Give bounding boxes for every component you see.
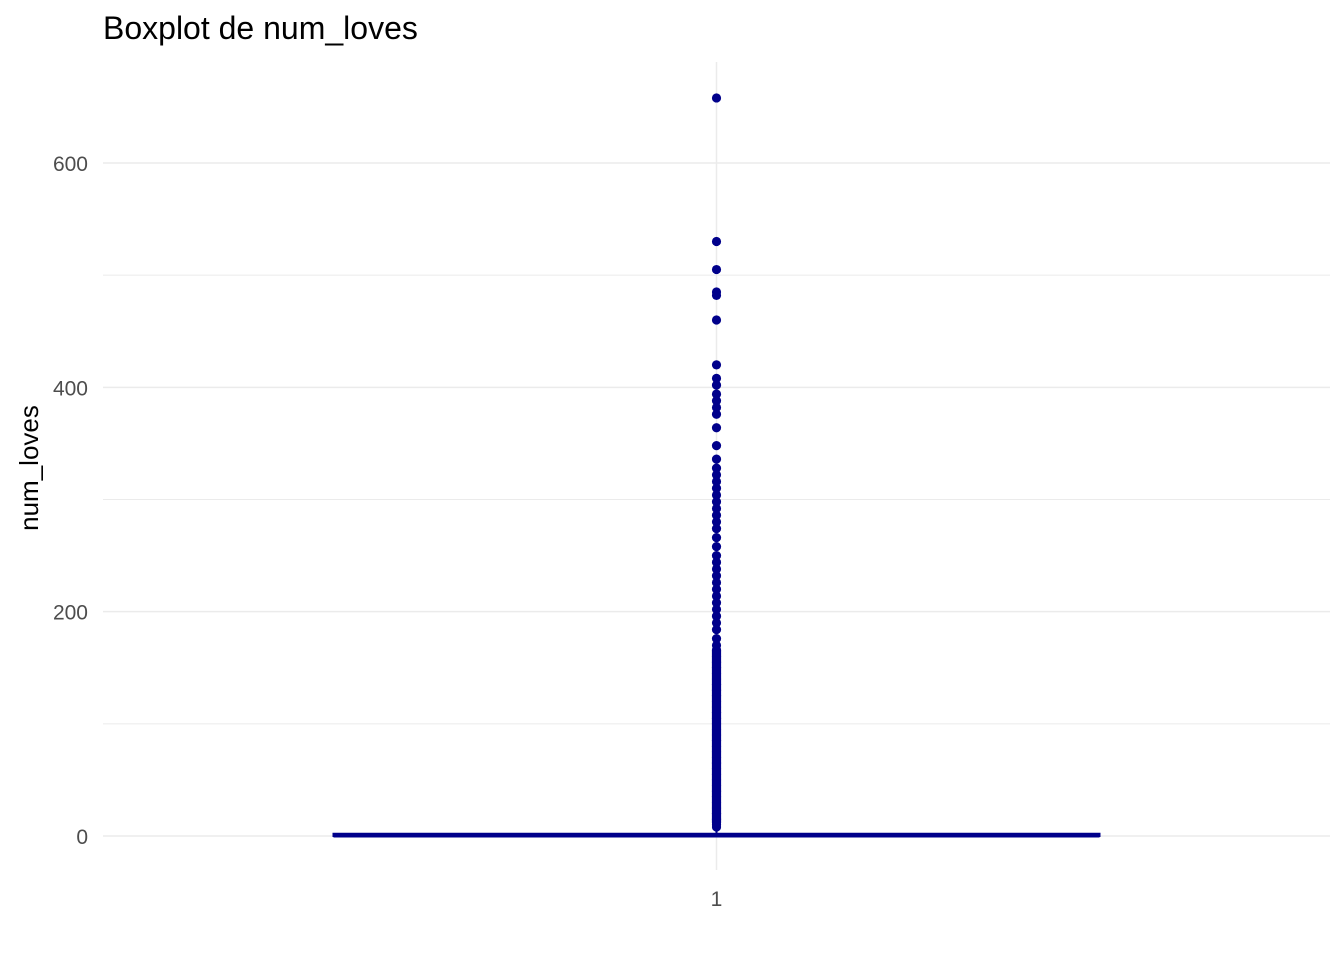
- outlier-point: [711, 584, 722, 594]
- outlier-point: [711, 557, 722, 567]
- outlier-dense-band: [711, 645, 722, 828]
- outlier-point: [711, 264, 722, 275]
- outlier-point: [711, 236, 722, 247]
- y-tick-label: 0: [76, 826, 88, 849]
- outlier-point: [711, 591, 722, 601]
- y-axis-label: num_loves: [14, 405, 44, 531]
- outlier-point: [711, 550, 722, 561]
- outlier-point: [711, 625, 722, 635]
- outlier-point: [711, 618, 722, 628]
- tick-layer: 0 200 400 600 1: [53, 153, 722, 911]
- y-tick-label: 600: [53, 153, 88, 176]
- outlier-point: [711, 402, 722, 413]
- outlier-point: [711, 315, 722, 325]
- outlier-point: [711, 533, 722, 543]
- outlier-point: [711, 497, 722, 507]
- outlier-point: [711, 396, 722, 406]
- outlier-point: [711, 571, 722, 581]
- outlier-point: [711, 476, 722, 487]
- y-tick-label: 200: [53, 602, 88, 625]
- outlier-point: [711, 633, 722, 644]
- outlier-point: [711, 290, 722, 300]
- outlier-point: [711, 611, 722, 621]
- outlier-point: [711, 423, 722, 433]
- outlier-point: [711, 470, 722, 480]
- outlier-point: [711, 598, 722, 608]
- outlier-point: [711, 93, 722, 103]
- outlier-point: [711, 577, 722, 588]
- outlier-point: [711, 463, 722, 473]
- outlier-point: [711, 483, 722, 493]
- chart-title: Boxplot de num_loves: [103, 10, 418, 46]
- outlier-point: [711, 490, 722, 500]
- box-layer: [332, 831, 1101, 838]
- outlier-point: [711, 503, 722, 514]
- outlier-point: [711, 524, 722, 534]
- outlier-point: [711, 604, 722, 615]
- y-tick-label: 400: [53, 377, 88, 400]
- outlier-point: [711, 454, 722, 464]
- outlier-point: [711, 389, 722, 399]
- outlier-point: [711, 510, 722, 520]
- x-tick-label: 1: [711, 888, 723, 911]
- outlier-point: [711, 441, 722, 451]
- outlier-layer: [711, 93, 722, 832]
- outlier-point: [711, 542, 722, 552]
- outlier-point: [711, 409, 722, 419]
- outlier-point: [711, 373, 722, 383]
- outlier-point: [711, 380, 722, 390]
- outlier-point: [711, 360, 722, 370]
- outlier-point: [711, 517, 722, 527]
- outlier-point: [711, 564, 722, 574]
